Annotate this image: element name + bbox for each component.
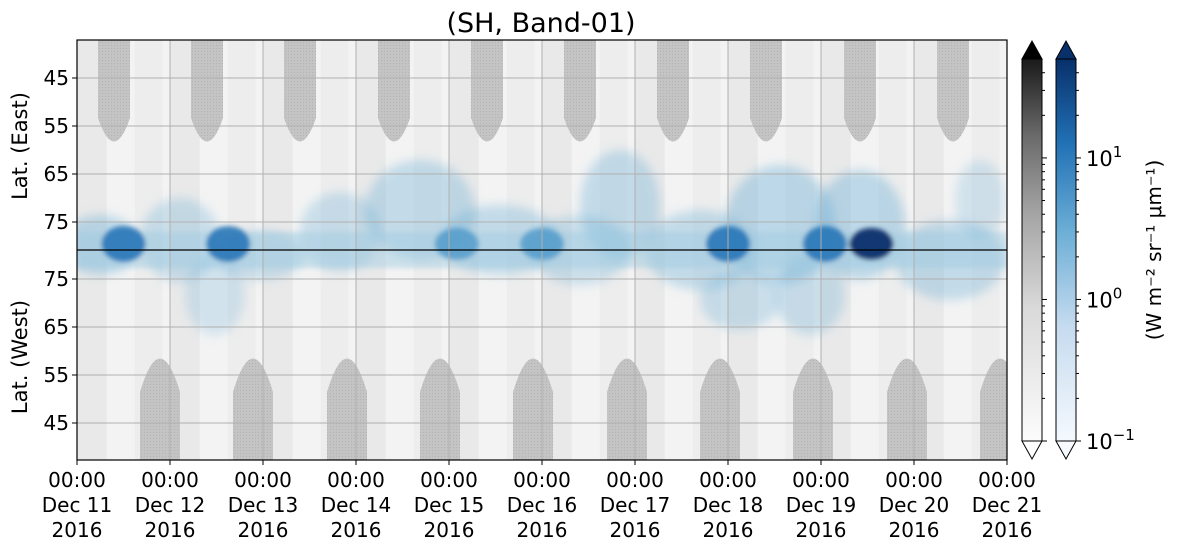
y-tick-label: 75 — [44, 267, 69, 291]
emission-peak — [434, 228, 479, 260]
colorbar-ticks: 101 100 10−1 — [1042, 72, 1135, 454]
colorbar-tick-label: 100 — [1086, 284, 1122, 312]
x-tick-label: 00:00 Dec 20 2016 — [879, 468, 950, 542]
y-label-west: Lat. (West) — [8, 300, 32, 414]
no-data-mask — [700, 358, 740, 460]
emission-haze-blob — [185, 255, 245, 335]
y-axis-ticks: 45 55 65 75 75 65 55 45 — [44, 66, 77, 435]
no-data-mask — [284, 40, 316, 142]
emission-peak — [206, 226, 251, 262]
no-data-mask — [657, 40, 689, 142]
x-tick-label: 00:00 Dec 18 2016 — [693, 468, 764, 542]
colorbar-grey — [1021, 39, 1043, 461]
colorbar-blue-max-arrow — [1055, 39, 1077, 60]
y-tick-label: 45 — [44, 66, 69, 90]
x-tick-label: 00:00 Dec 15 2016 — [414, 468, 485, 542]
no-data-mask — [378, 40, 410, 142]
y-tick-label: 55 — [44, 114, 69, 138]
x-axis-ticks: 00:00 Dec 11 2016 00:00 Dec 12 2016 00:00 Dec 1… — [42, 460, 1043, 542]
emission-peak — [802, 226, 847, 262]
x-tick-label: 00:00 Dec 19 2016 — [786, 468, 857, 542]
no-data-mask — [98, 40, 130, 142]
no-data-mask — [471, 40, 503, 142]
emission-peak — [101, 226, 146, 262]
colorbar-label: (W m⁻² sr⁻¹ μm⁻¹) — [1142, 160, 1166, 341]
y-tick-label: 45 — [44, 411, 69, 435]
emission-peak — [849, 228, 894, 260]
no-data-mask — [750, 40, 782, 142]
x-tick-label: 00:00 Dec 21 2016 — [972, 468, 1043, 542]
no-data-mask — [564, 40, 596, 142]
x-tick-label: 00:00 Dec 14 2016 — [321, 468, 392, 542]
colorbar-grey-body — [1021, 58, 1043, 442]
colorbar-grey-min-arrow — [1021, 440, 1043, 461]
no-data-mask — [513, 358, 553, 460]
x-tick-label: 00:00 Dec 11 2016 — [42, 468, 113, 542]
plot-area — [77, 40, 1007, 460]
no-data-mask — [980, 358, 1007, 460]
x-tick-label: 00:00 Dec 13 2016 — [228, 468, 299, 542]
x-tick-label: 00:00 Dec 17 2016 — [600, 468, 671, 542]
emission-haze-blob — [700, 270, 780, 330]
no-data-mask — [937, 40, 969, 142]
no-data-mask — [191, 40, 223, 142]
no-data-mask — [793, 358, 833, 460]
no-data-mask — [887, 358, 927, 460]
x-tick-label: 00:00 Dec 12 2016 — [135, 468, 206, 542]
colorbar-tick-label: 10−1 — [1086, 426, 1135, 454]
colorbar-blue-min-arrow — [1055, 440, 1077, 461]
no-data-masks — [98, 40, 1007, 460]
colorbar: 101 100 10−1 (W m⁻² sr⁻¹ μm⁻¹) — [1021, 39, 1166, 461]
colorbar-tick-label: 101 — [1086, 143, 1122, 171]
chart-title: (SH, Band-01) — [446, 8, 635, 39]
y-tick-label: 65 — [44, 315, 69, 339]
y-tick-label: 75 — [44, 210, 69, 234]
no-data-mask — [844, 40, 876, 142]
y-tick-label: 55 — [44, 363, 69, 387]
colorbar-blue — [1055, 39, 1077, 461]
no-data-mask — [420, 358, 460, 460]
colorbar-grey-max-arrow — [1021, 39, 1043, 60]
colorbar-blue-body — [1055, 58, 1077, 442]
x-tick-label: 00:00 Dec 16 2016 — [507, 468, 578, 542]
y-label-east: Lat. (East) — [8, 92, 32, 200]
emission-haze-blob — [775, 255, 845, 335]
no-data-mask — [327, 358, 367, 460]
y-tick-label: 65 — [44, 162, 69, 186]
emission-haze-blob — [955, 160, 1005, 240]
no-data-mask — [607, 358, 647, 460]
